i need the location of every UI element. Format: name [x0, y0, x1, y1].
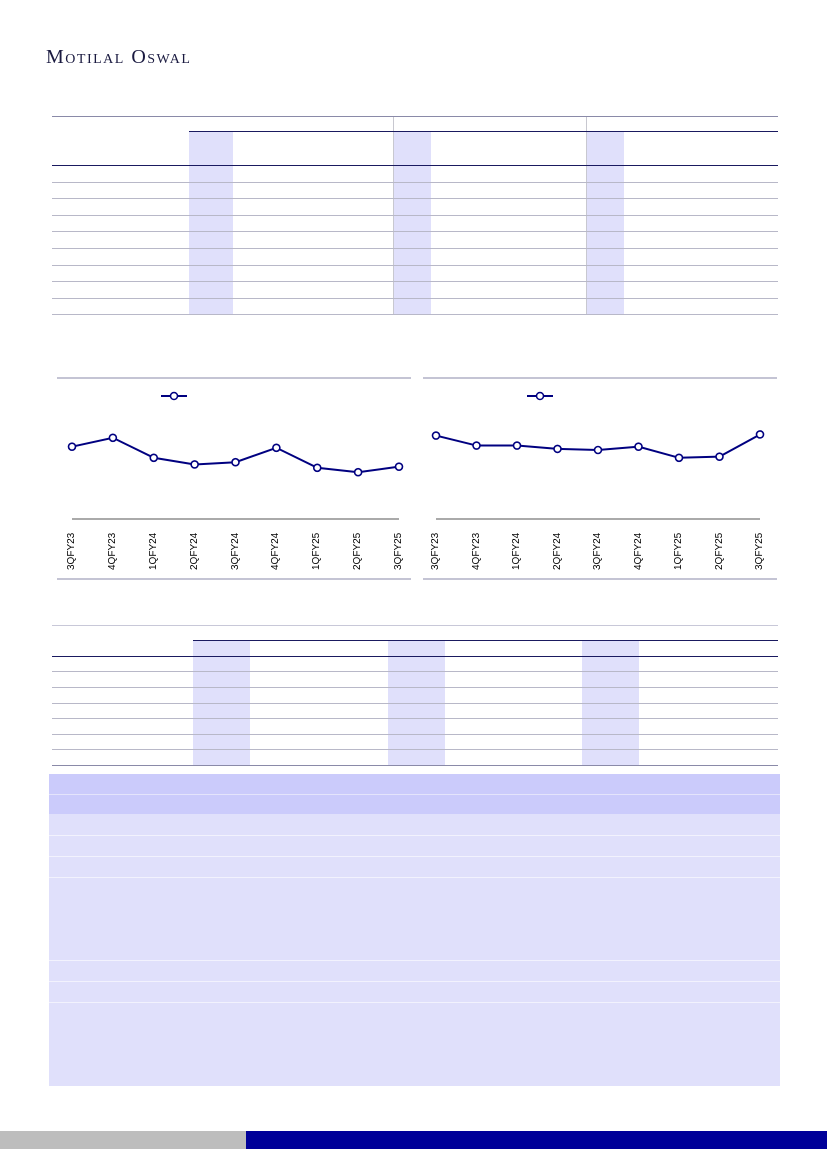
highlight-column [189, 131, 233, 315]
brand-logo: Motilal Oswal [46, 46, 192, 68]
table-rule [393, 131, 586, 132]
highlight-column [586, 131, 624, 315]
data-point [190, 460, 199, 469]
line-chart-left [57, 377, 411, 580]
table-row [52, 198, 778, 199]
table-rule [52, 625, 778, 626]
x-tick-label: 3QFY25 [754, 532, 765, 570]
legend-marker [169, 391, 179, 401]
table-row [52, 314, 778, 315]
data-point [553, 444, 562, 454]
table-rule [193, 640, 778, 641]
table-row [52, 281, 778, 282]
line-chart-right [423, 377, 777, 580]
info-box-rule [49, 794, 780, 795]
legend-marker [535, 391, 545, 401]
table-rule [586, 131, 778, 132]
series-line [71, 436, 400, 474]
table-row [52, 248, 778, 249]
table-row [52, 182, 778, 183]
data-point [149, 453, 159, 463]
data-point [353, 467, 363, 477]
table-row [52, 703, 778, 704]
x-tick-label: 2QFY24 [551, 532, 563, 570]
table-row [52, 687, 778, 688]
x-tick-label: 1QFY24 [147, 532, 159, 570]
data-point [634, 442, 643, 451]
x-tick-label: 3QFY25 [393, 532, 404, 570]
info-box-background [49, 774, 780, 1086]
x-tick-label: 3QFY24 [229, 532, 241, 570]
table-row [52, 298, 778, 299]
x-tick-label: 2QFY25 [352, 532, 364, 570]
highlight-column [582, 640, 639, 765]
highlight-column [393, 131, 431, 315]
x-tick-label: 1QFY25 [311, 532, 323, 570]
table-header-rule [52, 656, 778, 657]
data-point [715, 452, 724, 461]
x-tick-label: 3QFY23 [430, 532, 441, 570]
info-box-rule [49, 877, 780, 878]
table-row [52, 215, 778, 216]
info-box-rule [49, 835, 780, 836]
info-box-rule [49, 960, 780, 961]
x-tick-label: 2QFY24 [188, 532, 200, 570]
x-tick-label: 4QFY23 [106, 532, 118, 570]
table-row [52, 749, 778, 750]
footer-bar-grey [0, 1131, 246, 1149]
table-row [52, 765, 778, 766]
table-row [52, 671, 778, 672]
data-point [394, 462, 404, 471]
info-box-rule [49, 1002, 780, 1003]
data-point [472, 441, 481, 450]
data-point [108, 433, 118, 443]
data-point [67, 442, 77, 451]
x-tick-label: 4QFY24 [270, 532, 282, 570]
x-tick-label: 1QFY24 [511, 532, 522, 570]
info-box-rule [49, 981, 780, 982]
table-row [52, 734, 778, 735]
data-point [593, 445, 603, 455]
x-tick-label: 3QFY24 [592, 532, 603, 570]
data-point [272, 443, 281, 453]
charts-area [57, 377, 777, 580]
x-tick-label: 3QFY23 [66, 532, 77, 570]
table-row [52, 231, 778, 232]
info-box-rule [49, 856, 780, 857]
data-point [312, 463, 322, 473]
footer-bar-blue [246, 1131, 827, 1149]
data-point [431, 431, 441, 440]
x-tick-label: 4QFY23 [470, 532, 482, 570]
x-tick-label: 1QFY25 [673, 532, 684, 570]
data-point [231, 457, 240, 467]
highlight-column [388, 640, 445, 765]
data-point [755, 430, 765, 439]
table-row [52, 718, 778, 719]
data-point [674, 453, 684, 463]
table-rule [52, 116, 778, 117]
table-rule [189, 131, 393, 132]
x-tick-label: 4QFY24 [632, 532, 644, 570]
highlight-column [193, 640, 250, 765]
x-tick-label: 2QFY25 [713, 532, 725, 570]
table-header-rule [52, 165, 778, 166]
table-row [52, 265, 778, 266]
data-point [512, 441, 522, 450]
